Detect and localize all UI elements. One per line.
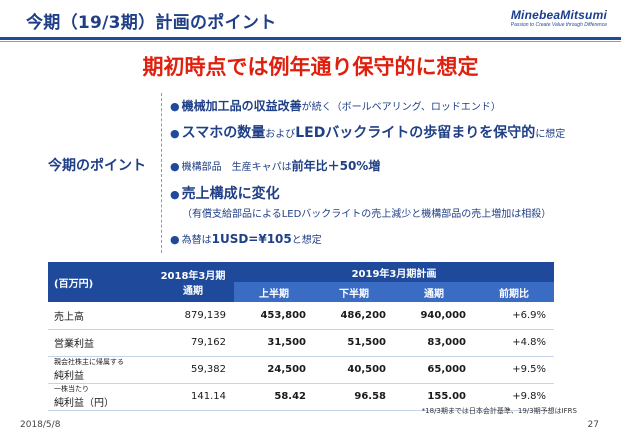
point-5-bold: 1USD=¥105 [211, 232, 292, 246]
point-3: ● 機構部品 生産キャパは前年比＋50%増 [170, 155, 380, 174]
table-row: 親会社株主に帰属する 純利益 59,382 24,500 40,500 65,0… [48, 356, 554, 384]
h1-value: 58.42 [234, 383, 314, 411]
logo-tagline: Passion to Create Value through Differen… [510, 22, 607, 28]
bullet-icon: ● [170, 160, 180, 173]
bullet-icon: ● [170, 100, 180, 113]
table-row: 一株当たり 純利益（円） 141.14 58.42 96.58 155.00 +… [48, 383, 554, 411]
point-1: ● 機械加工品の収益改善が続く（ボールベアリング、ロッドエンド） [170, 95, 501, 114]
h2-value: 51,500 [314, 329, 394, 357]
yoy-value: +9.5% [474, 356, 554, 384]
row-label: 親会社株主に帰属する 純利益 [48, 356, 152, 384]
slide-header: 今期（19/3期）計画のポイント MinebeaMitsumi Passion … [0, 0, 621, 42]
table-row: 売上高 879,139 453,800 486,200 940,000 +6.9… [48, 302, 554, 330]
row-label-line-2: 純利益（円） [54, 398, 114, 409]
company-logo: MinebeaMitsumi Passion to Create Value t… [511, 8, 607, 28]
point-5-rest: と想定 [291, 235, 322, 246]
header-divider [0, 37, 621, 40]
plan-header: 2019年3月期計画 [234, 262, 554, 282]
point-2: ● スマホの数量およびLEDバックライトの歩留まりを保守的に想定 [170, 122, 565, 142]
row-label-line-1: 一株当たり [54, 385, 89, 393]
h1-value: 31,500 [234, 329, 314, 357]
prev-value: 879,139 [152, 302, 234, 330]
point-2-mid: および [265, 129, 296, 140]
point-4: ● 売上構成に変化 [170, 183, 280, 203]
yoy-value: +6.9% [474, 302, 554, 330]
point-5-small: 為替 [181, 235, 202, 246]
point-4-bold: 売上構成に変化 [181, 186, 280, 202]
full-value: 83,000 [394, 329, 474, 357]
point-5: ● 為替は1USD=¥105と想定 [170, 228, 322, 247]
prev-value: 79,162 [152, 329, 234, 357]
prev-year-header-line-2: 通期 [183, 286, 203, 297]
yoy-value: +4.8% [474, 329, 554, 357]
prev-value: 59,382 [152, 356, 234, 384]
prev-year-header: 2018年3月期 通期 [152, 262, 234, 302]
point-2-bold-2: LEDバックライトの歩留まりを保守的 [295, 125, 536, 141]
h1-value: 24,500 [234, 356, 314, 384]
section-divider [161, 93, 163, 253]
subheader-h1: 上半期 [234, 282, 314, 302]
point-3-small: 機構部品 生産キャパ [181, 162, 282, 173]
header-divider-thin [0, 41, 621, 42]
slide-date: 2018/5/8 [20, 420, 61, 430]
headline: 期初時点では例年通り保守的に想定 [142, 55, 479, 79]
point-3-mid: は [281, 162, 292, 173]
point-1-rest: が続く（ボールベアリング、ロッドエンド） [301, 102, 501, 113]
row-label-line-2: 純利益 [54, 371, 84, 382]
point-2-bold-1: スマホの数量 [181, 125, 266, 141]
point-1-bold: 機械加工品の収益改善 [181, 99, 302, 113]
logo-name: MinebeaMitsumi [510, 8, 607, 22]
prev-year-header-line-1: 2018年3月期 [160, 271, 226, 282]
slide-title: 今期（19/3期）計画のポイント [26, 13, 277, 33]
row-label: 一株当たり 純利益（円） [48, 383, 152, 411]
footnote: *18/3期までは日本会計基準、19/3期予想はIFRS [421, 407, 577, 415]
yoy-value: +9.8% [474, 383, 554, 411]
financial-plan-table: (百万円) 2018年3月期 通期 2019年3月期計画 上半期 下半期 通期 … [48, 262, 554, 411]
full-value: 155.00 [394, 383, 474, 411]
bullet-icon: ● [170, 188, 180, 201]
row-label: 営業利益 [48, 329, 152, 357]
h1-value: 453,800 [234, 302, 314, 330]
h2-value: 96.58 [314, 383, 394, 411]
h2-value: 486,200 [314, 302, 394, 330]
bullet-icon: ● [170, 127, 180, 140]
subheader-yoy: 前期比 [474, 282, 554, 302]
prev-value: 141.14 [152, 383, 234, 411]
points-section-label: 今期のポイント [48, 158, 146, 174]
unit-header: (百万円) [48, 262, 152, 302]
bullet-icon: ● [170, 233, 180, 246]
point-2-rest: に想定 [535, 129, 566, 140]
point-4-note: （有償支給部品によるLEDバックライトの売上減少と機構部品の売上増加は相殺） [182, 209, 552, 220]
point-3-bold: 前年比＋50%増 [291, 159, 381, 173]
row-label-line-1: 営業利益 [54, 339, 94, 350]
row-label-line-1: 親会社株主に帰属する [54, 358, 124, 366]
full-value: 940,000 [394, 302, 474, 330]
row-label-line-1: 売上高 [54, 311, 84, 323]
subheader-full: 通期 [394, 282, 474, 302]
h2-value: 40,500 [314, 356, 394, 384]
row-label: 売上高 [48, 302, 152, 330]
table-row: 営業利益 79,162 31,500 51,500 83,000 +4.8% [48, 329, 554, 357]
full-value: 65,000 [394, 356, 474, 384]
point-5-mid: は [201, 235, 212, 246]
subheader-h2: 下半期 [314, 282, 394, 302]
page-number: 27 [587, 420, 599, 430]
